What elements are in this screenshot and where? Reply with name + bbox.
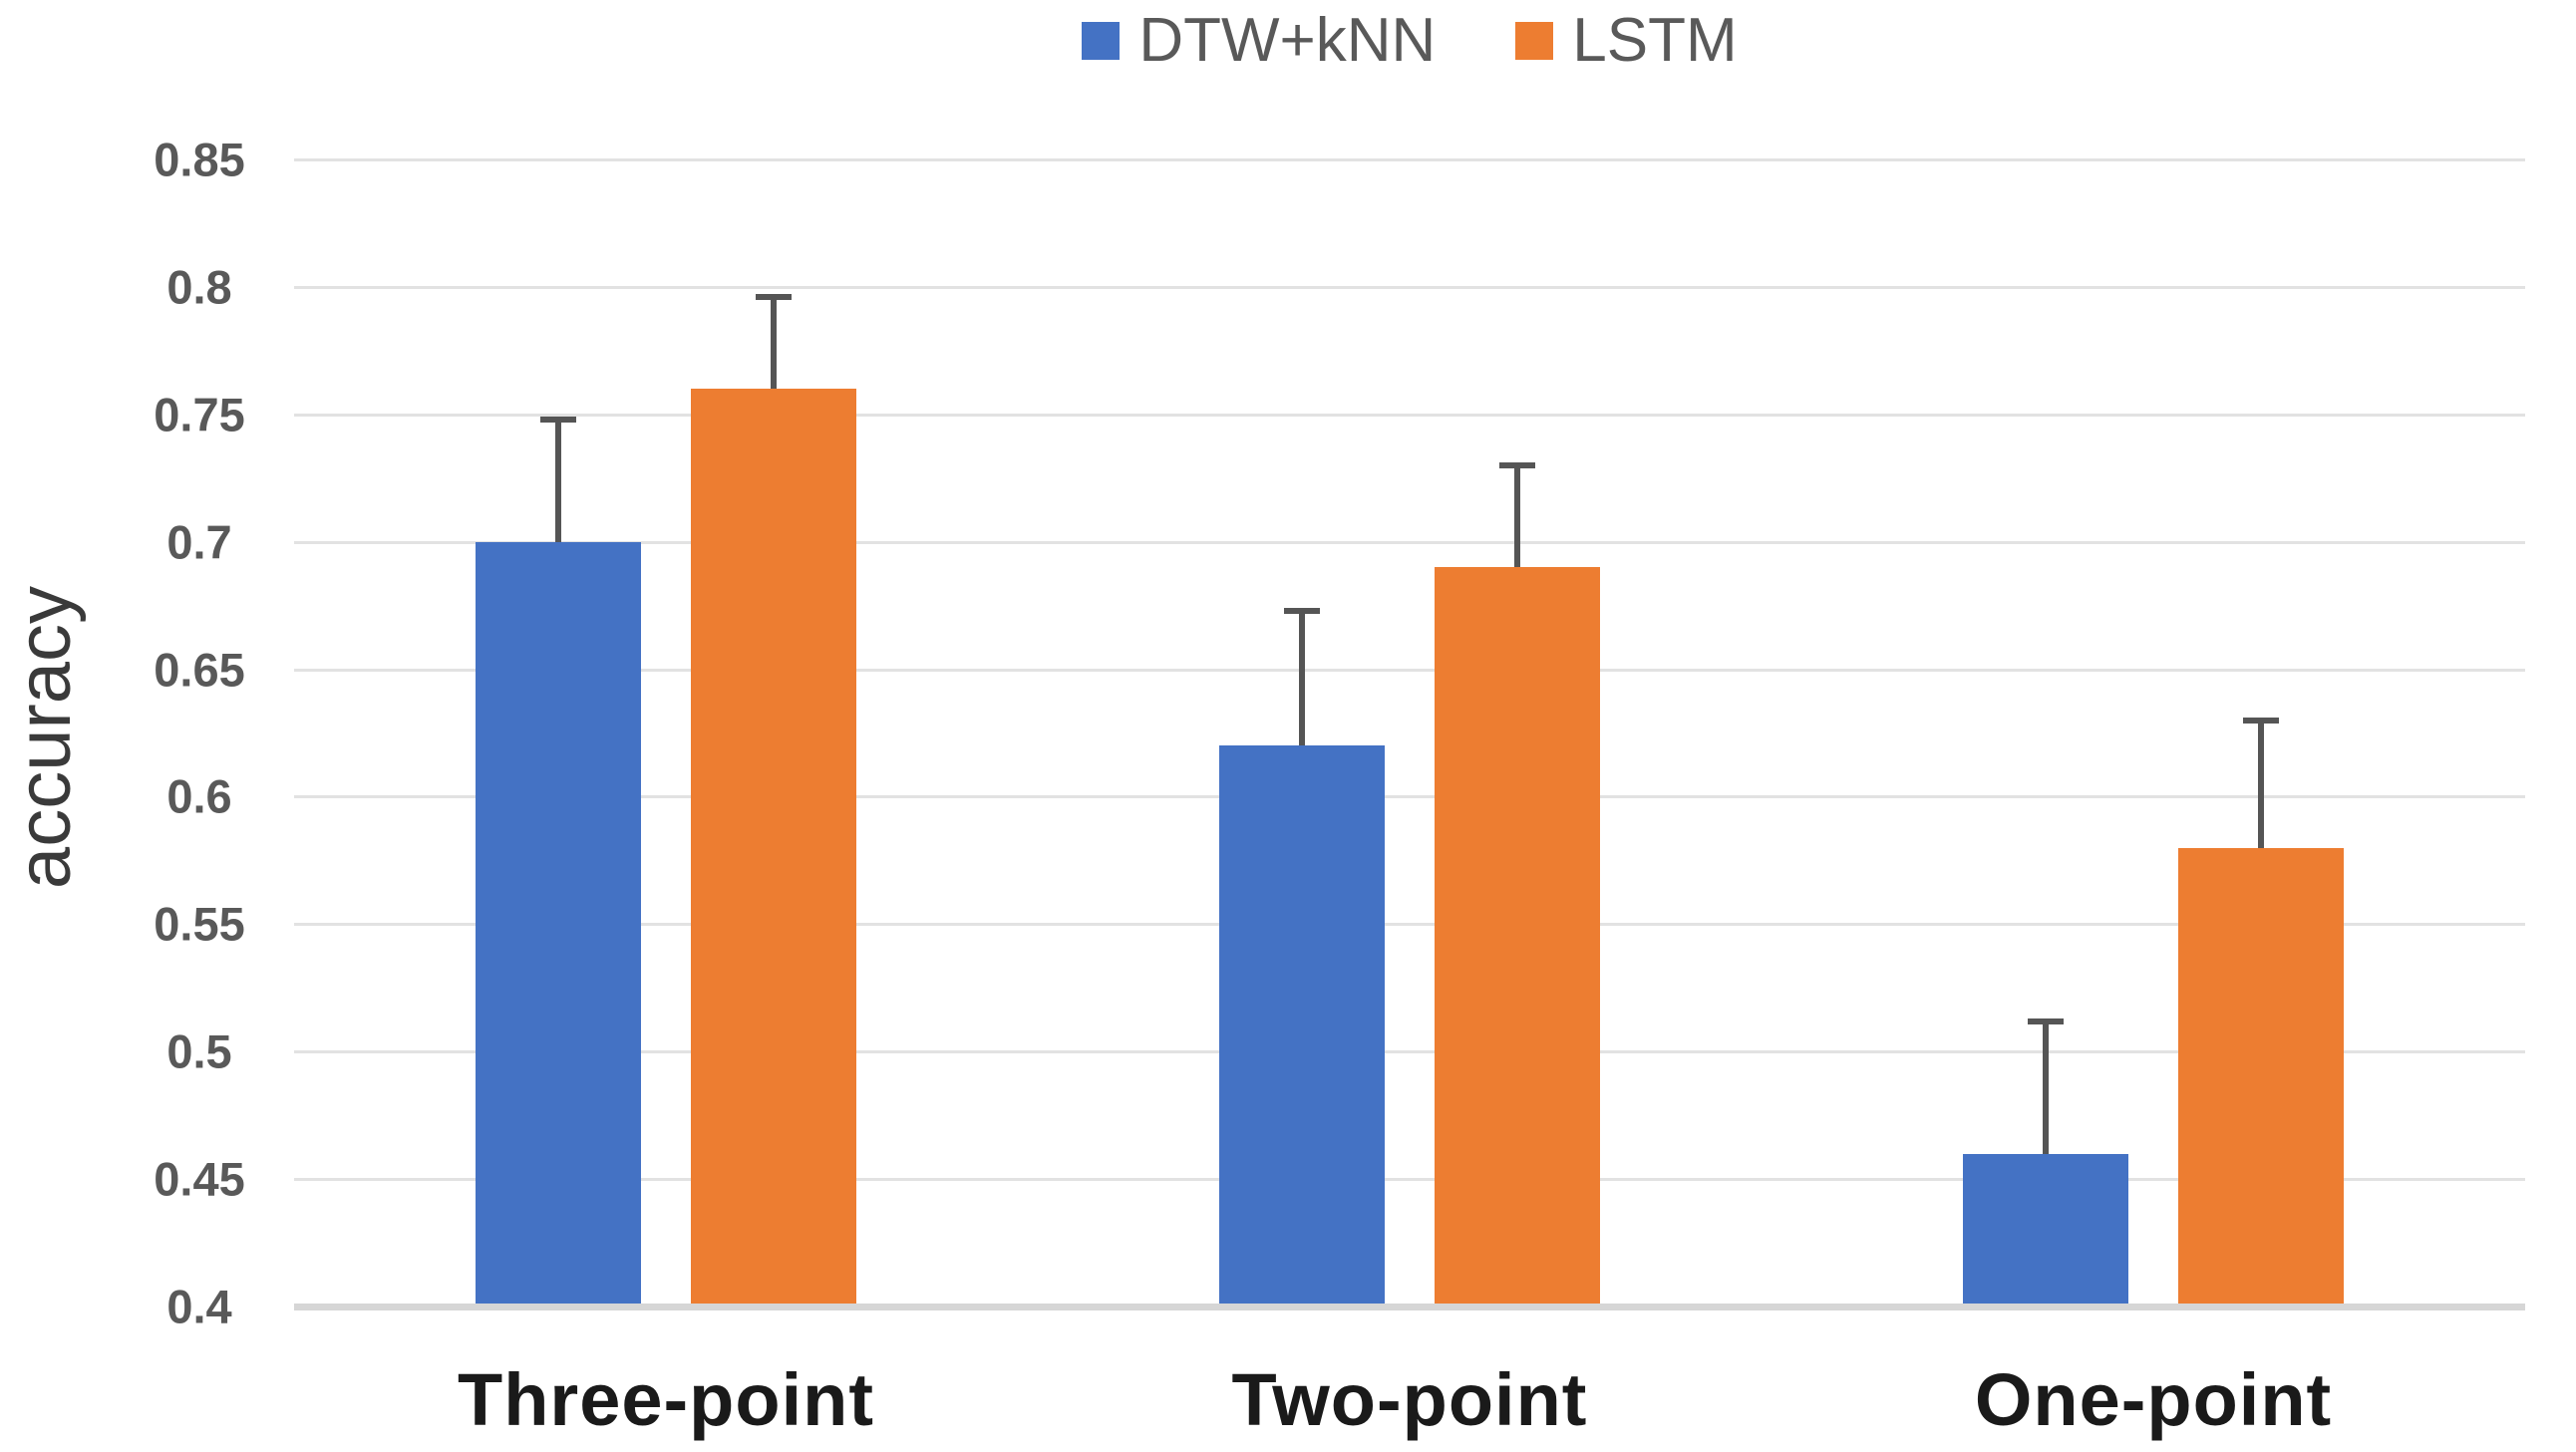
error-bar-line (1514, 464, 1520, 568)
gridline (294, 540, 2525, 544)
legend-label-lstm: LSTM (1572, 6, 1738, 75)
y-tick-label: 0.8 (166, 260, 232, 314)
error-bar-cap (540, 416, 576, 423)
gridline (294, 285, 2525, 289)
legend-swatch-dtw-knn-icon (1082, 22, 1121, 60)
error-bar-cap (756, 294, 792, 301)
y-tick-label: 0.4 (166, 1280, 232, 1333)
x-category-label-two-point: Two-point (1231, 1358, 1588, 1441)
bar-lstm-two-point (1435, 567, 1600, 1305)
error-bar-cap (1284, 607, 1320, 614)
bar-dtw-knn-two-point (1219, 745, 1385, 1305)
gridline (294, 668, 2525, 672)
error-bar-cap (1499, 461, 1535, 468)
error-bar-cap (2243, 717, 2279, 724)
gridline (294, 413, 2525, 417)
bar-lstm-three-point (691, 389, 856, 1305)
y-tick-label: 0.55 (154, 897, 245, 951)
y-tick-label: 0.65 (154, 643, 245, 697)
legend-item-dtw-knn: DTW+kNN (1082, 10, 1436, 72)
x-axis-baseline (294, 1304, 2525, 1310)
gridline (294, 1178, 2525, 1182)
error-bar-line (2258, 720, 2264, 848)
y-tick-label: 0.75 (154, 388, 245, 441)
legend-item-lstm: LSTM (1515, 6, 1738, 75)
error-bar-cap (2028, 1017, 2064, 1024)
y-tick-label: 0.45 (154, 1152, 245, 1206)
gridline (294, 158, 2525, 161)
bar-dtw-knn-one-point (1963, 1153, 2128, 1305)
x-category-label-one-point: One-point (1974, 1358, 2333, 1441)
y-tick-label: 0.85 (154, 133, 245, 186)
gridline (294, 923, 2525, 927)
y-axis-title: accuracy (2, 585, 87, 890)
gridline (294, 795, 2525, 799)
legend-swatch-lstm-icon (1515, 22, 1554, 60)
bar-lstm-one-point (2178, 847, 2344, 1305)
y-tick-label: 0.5 (166, 1024, 232, 1078)
bar-dtw-knn-three-point (476, 541, 641, 1305)
error-bar-line (2043, 1020, 2049, 1154)
y-tick-label: 0.6 (166, 769, 232, 823)
legend-label-dtw-knn: DTW+kNN (1138, 6, 1437, 75)
error-bar-line (1299, 610, 1305, 746)
error-bar-line (771, 297, 777, 390)
y-tick-label: 0.7 (166, 515, 232, 569)
legend: DTW+kNN LSTM (294, 8, 2525, 74)
x-category-label-three-point: Three-point (458, 1358, 874, 1441)
error-bar-line (555, 419, 561, 542)
gridline (294, 1050, 2525, 1054)
